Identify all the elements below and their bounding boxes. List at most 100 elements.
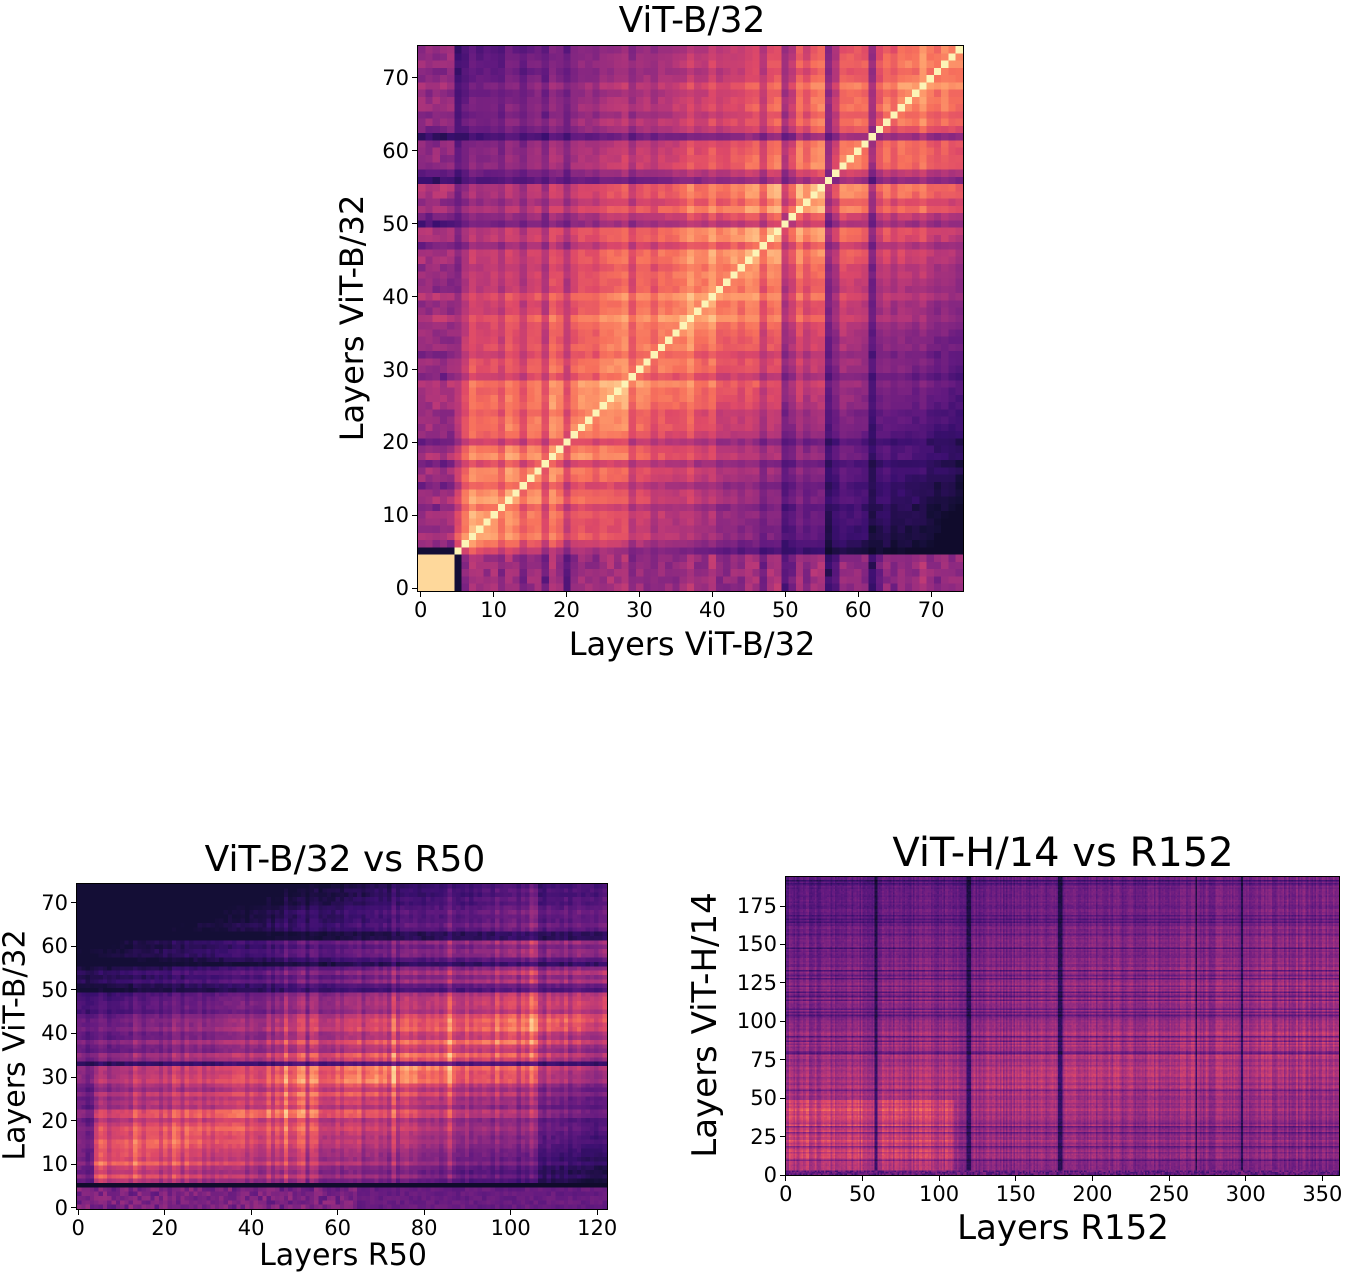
y-tick-label: 20 [41, 1108, 68, 1133]
x-tick-label: 20 [151, 1216, 179, 1240]
x-tick-mark [711, 592, 713, 597]
x-tick-mark [596, 1210, 598, 1215]
y-tick-mark [780, 1059, 785, 1061]
x-tick-label: 100 [490, 1216, 531, 1240]
heatmap-axes [417, 45, 964, 592]
x-tick-mark [785, 1176, 787, 1181]
y-tick-label: 50 [750, 1086, 777, 1111]
y-tick-label: 10 [41, 1152, 68, 1177]
y-tick-label: 25 [750, 1124, 777, 1149]
x-tick-label: 200 [1072, 1182, 1113, 1206]
chart-title: ViT-B/32 vs R50 [204, 839, 486, 880]
x-tick-label: 40 [699, 598, 726, 622]
x-tick-mark [1091, 1176, 1093, 1181]
y-tick-label: 60 [41, 934, 68, 959]
x-tick-label: 60 [844, 598, 872, 622]
y-tick-mark [412, 296, 417, 298]
x-tick-mark [857, 592, 859, 597]
y-tick-mark [71, 945, 76, 947]
x-tick-label: 250 [1149, 1182, 1190, 1206]
chart-title: ViT-H/14 vs R152 [892, 830, 1234, 876]
y-tick-label: 125 [736, 970, 777, 995]
x-tick-label: 20 [553, 598, 580, 622]
x-axis-label: Layers R50 [259, 1238, 427, 1273]
x-tick-label: 0 [71, 1216, 85, 1240]
y-tick-label: 0 [54, 1195, 68, 1220]
x-tick-label: 350 [1302, 1182, 1343, 1206]
x-tick-mark [337, 1210, 339, 1215]
y-tick-label: 0 [763, 1163, 777, 1188]
x-tick-mark [1245, 1176, 1247, 1181]
x-axis-label: Layers R152 [957, 1208, 1169, 1248]
heatmap-axes [785, 876, 1340, 1176]
chart-title: ViT-B/32 [618, 0, 766, 41]
x-tick-label: 30 [626, 598, 653, 622]
x-tick-mark [566, 592, 567, 597]
y-tick-mark [780, 1020, 785, 1022]
y-tick-mark [780, 1136, 785, 1138]
y-tick-label: 40 [382, 284, 409, 309]
y-axis-label: Layers ViT-B/32 [0, 929, 33, 1161]
x-tick-label: 0 [779, 1182, 793, 1206]
y-tick-mark [780, 1097, 785, 1099]
x-tick-mark [638, 592, 640, 597]
y-tick-mark [71, 902, 76, 904]
y-tick-mark [412, 587, 417, 589]
y-tick-label: 70 [382, 65, 409, 90]
y-tick-label: 30 [382, 357, 409, 382]
y-tick-mark [412, 150, 417, 152]
y-tick-label: 40 [41, 1021, 68, 1046]
x-tick-mark [930, 592, 932, 597]
x-tick-mark [1015, 1176, 1017, 1181]
y-tick-label: 50 [41, 977, 68, 1002]
y-tick-mark [71, 1076, 76, 1078]
x-tick-label: 150 [995, 1182, 1036, 1206]
y-tick-label: 10 [382, 503, 409, 528]
y-tick-mark [71, 1120, 76, 1122]
y-tick-label: 75 [750, 1047, 777, 1072]
x-tick-label: 120 [577, 1216, 618, 1240]
heatmap-cells [786, 877, 1339, 1175]
x-tick-mark [861, 1176, 863, 1181]
x-tick-mark [77, 1210, 79, 1215]
y-tick-label: 150 [736, 932, 777, 957]
heatmap-cells [77, 884, 607, 1209]
y-tick-mark [412, 369, 417, 371]
y-tick-label: 70 [41, 890, 68, 915]
y-tick-mark [780, 943, 785, 945]
y-axis-label: Layers ViT-H/14 [685, 892, 725, 1158]
x-tick-label: 40 [237, 1216, 265, 1240]
y-tick-label: 0 [395, 576, 409, 601]
y-tick-mark [71, 1163, 76, 1165]
x-tick-label: 60 [324, 1216, 352, 1240]
x-tick-label: 0 [413, 598, 428, 622]
y-tick-label: 100 [736, 1009, 777, 1034]
x-tick-label: 50 [849, 1182, 876, 1206]
x-tick-mark [1321, 1176, 1323, 1181]
y-tick-mark [412, 514, 417, 516]
y-tick-mark [412, 77, 417, 79]
y-axis-label: Layers ViT-B/32 [333, 194, 371, 442]
x-tick-label: 10 [480, 598, 507, 622]
y-tick-mark [780, 905, 785, 907]
y-tick-mark [71, 1032, 76, 1034]
y-tick-mark [780, 982, 785, 984]
x-tick-mark [493, 592, 495, 597]
x-tick-mark [1168, 1176, 1170, 1181]
heatmap-axes [76, 883, 608, 1210]
x-tick-label: 100 [919, 1182, 960, 1206]
y-tick-label: 30 [41, 1065, 68, 1090]
x-tick-label: 80 [410, 1216, 438, 1240]
x-tick-label: 300 [1225, 1182, 1266, 1206]
y-tick-label: 175 [736, 894, 777, 918]
y-tick-label: 60 [382, 138, 409, 163]
y-tick-label: 20 [382, 430, 409, 455]
y-tick-mark [412, 441, 417, 443]
heatmap-cells [418, 46, 963, 591]
y-tick-label: 50 [382, 211, 409, 236]
y-tick-mark [71, 989, 76, 991]
x-tick-mark [423, 1210, 425, 1215]
